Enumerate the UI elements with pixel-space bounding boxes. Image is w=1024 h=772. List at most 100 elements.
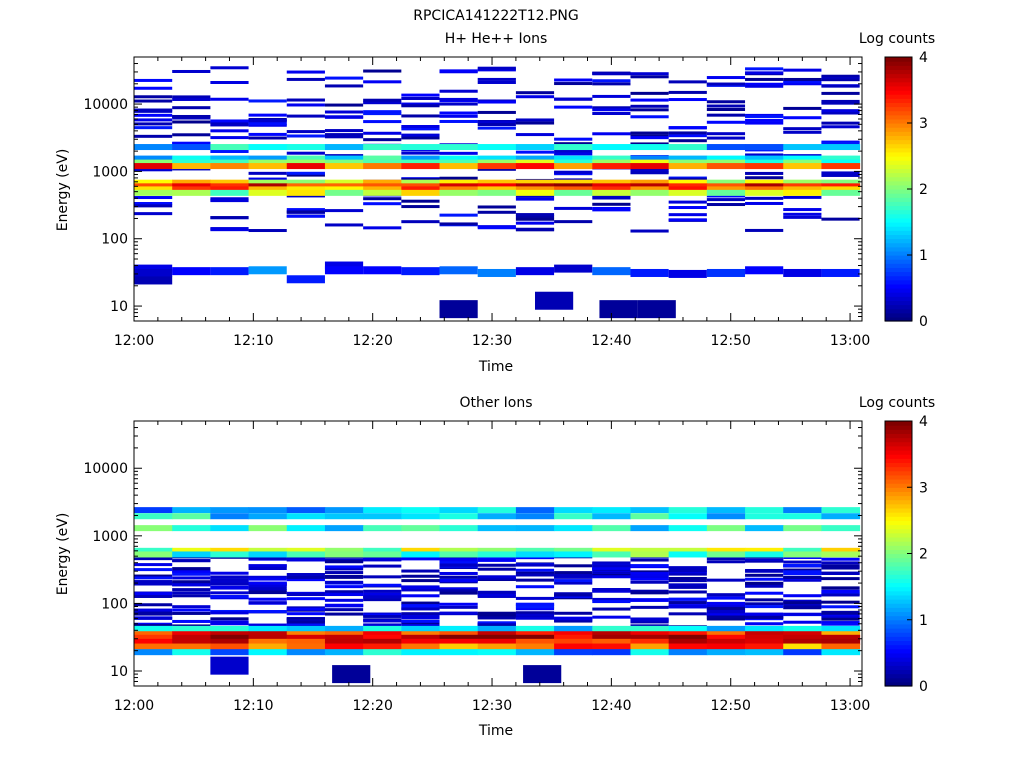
heatmap-cell	[630, 104, 669, 108]
heatmap-band-cell	[783, 625, 822, 632]
heatmap-cell	[783, 80, 822, 84]
heatmap-cell	[706, 100, 746, 104]
heatmap-cell	[745, 77, 784, 81]
heatmap-cell	[821, 589, 860, 593]
heatmap-cell	[534, 291, 574, 310]
heatmap-cell	[401, 585, 440, 589]
heatmap-cell	[210, 591, 249, 595]
heatmap-band-cell	[172, 649, 211, 656]
colorbar-step	[885, 267, 912, 273]
colorbar-label: Log counts	[859, 31, 935, 47]
heatmap-band-cell	[248, 631, 288, 638]
heatmap-band-cell	[210, 183, 250, 190]
heatmap-cell	[477, 226, 516, 230]
heatmap-band-cell	[401, 163, 441, 170]
heatmap-cell	[745, 82, 784, 86]
heatmap-cell	[630, 142, 669, 146]
x-tick-label: 12:40	[591, 333, 631, 349]
heatmap-cell	[821, 84, 860, 88]
heatmap-band-cell	[286, 513, 326, 520]
colorbar-step	[885, 143, 912, 149]
heatmap-band-cell	[592, 507, 631, 514]
heatmap-band-cell	[210, 189, 250, 196]
heatmap-cell	[783, 601, 822, 605]
heatmap-band-cell	[821, 643, 861, 650]
heatmap-cell	[554, 573, 593, 577]
heatmap-band-cell	[401, 155, 441, 162]
heatmap-cell	[248, 556, 287, 560]
heatmap-band-cell	[745, 179, 784, 186]
heatmap-cell	[706, 610, 746, 614]
heatmap-band-cell	[134, 631, 173, 638]
heatmap-band-cell	[401, 183, 441, 190]
heatmap-cell	[172, 95, 211, 99]
colorbar-step	[885, 652, 912, 658]
heatmap-band-cell	[172, 551, 211, 558]
heatmap-band-cell	[324, 507, 364, 514]
heatmap-band-cell	[324, 649, 364, 656]
heatmap-cell	[134, 276, 173, 285]
colorbar-step	[885, 491, 912, 497]
heatmap-band-cell	[630, 551, 670, 558]
colorbar-step	[885, 590, 912, 596]
heatmap-band-cell	[668, 525, 708, 532]
heatmap-cell	[554, 82, 593, 86]
heatmap-band-cell	[477, 634, 517, 641]
heatmap-cell	[210, 80, 249, 84]
heatmap-cell	[439, 579, 478, 583]
heatmap-band-cell	[515, 547, 555, 554]
heatmap-cell	[745, 84, 784, 88]
heatmap-cell	[210, 121, 249, 125]
colorbar-step	[885, 574, 912, 579]
heatmap-cell	[363, 592, 402, 596]
heatmap-cell	[477, 110, 516, 114]
heatmap-cell	[630, 573, 669, 577]
heatmap-cell	[592, 566, 631, 570]
heatmap-band-cell	[783, 547, 822, 554]
heatmap-cell	[821, 91, 860, 95]
colorbar-tick-label: 0	[919, 314, 928, 330]
heatmap-band-cell	[477, 155, 517, 162]
x-tick-label: 13:00	[830, 333, 870, 349]
heatmap-cell	[630, 617, 669, 621]
heatmap-cell	[363, 98, 402, 102]
colorbar-tick-label: 2	[919, 547, 928, 563]
heatmap-band-cell	[630, 649, 670, 656]
colorbar-step	[885, 578, 912, 584]
heatmap-band-cell	[668, 186, 708, 193]
colorbar-tick-label: 0	[919, 679, 928, 695]
heatmap-band-cell	[401, 551, 441, 558]
heatmap-band-cell	[745, 186, 784, 193]
heatmap-band-cell	[668, 631, 708, 638]
heatmap-cell	[783, 599, 822, 603]
heatmap-cell	[668, 134, 707, 138]
heatmap-cell	[630, 624, 669, 628]
heatmap-cell	[286, 607, 325, 611]
heatmap-cell	[821, 577, 860, 581]
heatmap-band-cell	[401, 631, 441, 638]
heatmap-band-cell	[668, 634, 708, 641]
heatmap-cell	[668, 566, 707, 570]
heatmap-band-cell	[706, 159, 746, 166]
heatmap-cell	[554, 564, 593, 568]
heatmap-band-cell	[745, 631, 784, 638]
heatmap-band-cell	[515, 649, 555, 656]
heatmap-band-cell	[210, 643, 250, 650]
heatmap-cell	[401, 104, 440, 108]
heatmap-cell	[248, 581, 287, 585]
heatmap-cell	[134, 574, 173, 578]
heatmap-cell	[515, 194, 555, 198]
heatmap-cell	[134, 126, 173, 130]
heatmap-cell	[286, 575, 325, 579]
heatmap-band-cell	[821, 638, 861, 645]
heatmap-cell	[172, 267, 211, 276]
heatmap-cell	[554, 137, 593, 141]
heatmap-band-cell	[668, 507, 708, 514]
heatmap-cell	[630, 171, 669, 175]
heatmap-band-cell	[134, 159, 173, 166]
colorbar-tick-label: 1	[919, 248, 928, 264]
heatmap-cell	[248, 610, 287, 614]
heatmap-band-cell	[554, 183, 593, 190]
heatmap-cell	[286, 70, 325, 74]
heatmap-cell	[324, 560, 364, 564]
